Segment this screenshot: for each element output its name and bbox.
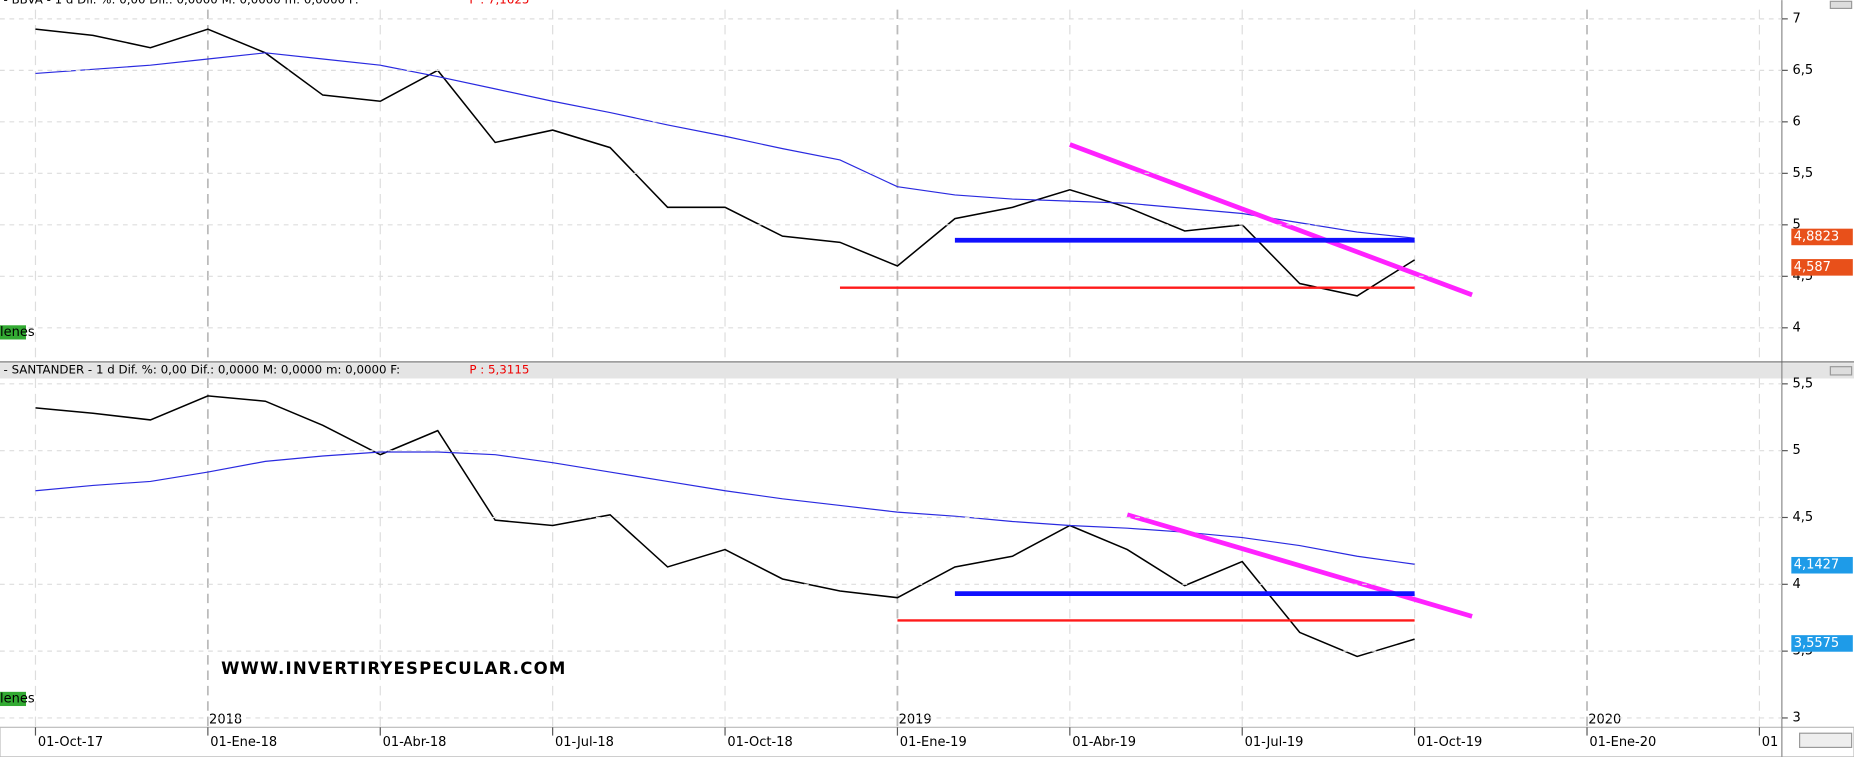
y-tick-label: 5 <box>1793 217 1801 232</box>
y-tick-label: 6,5 <box>1793 63 1814 78</box>
panel-header-bar <box>0 363 1854 379</box>
toolbar[interactable] <box>1799 732 1853 748</box>
y-tick-label: 4,5 <box>1793 510 1814 525</box>
y-tick-label: 5,5 <box>1793 376 1814 391</box>
side-label-box <box>0 691 27 707</box>
x-tick-label: 01-Jul-19 <box>1245 735 1304 750</box>
y-tick-label: 5,5 <box>1793 166 1814 181</box>
price-tag <box>1791 259 1853 276</box>
side-label: lenes <box>0 325 35 340</box>
chart-panel <box>35 395 1473 658</box>
price-tag-label: 3,5575 <box>1794 636 1839 651</box>
watermark: WWW.INVERTIRYESPECULAR.COM <box>221 659 566 678</box>
window-buttons[interactable] <box>1799 0 1853 748</box>
x-tick-label: 01 <box>1762 735 1779 750</box>
price-line <box>35 395 1415 658</box>
x-tick-label: 01-Ene-18 <box>210 735 277 750</box>
trend-line <box>1069 142 1473 298</box>
last-price: P : 7,1625 <box>469 0 529 7</box>
x-tick-label: 01-Oct-17 <box>38 735 103 750</box>
y-tick-label: 3 <box>1793 710 1801 725</box>
side-label-box <box>0 325 27 340</box>
last-price: P : 5,3115 <box>469 363 529 377</box>
x-tick-label: 01-Oct-19 <box>1417 735 1482 750</box>
price-tag-label: 4,1427 <box>1794 558 1839 573</box>
x-tick-label: 01-Ene-19 <box>900 735 967 750</box>
y-tick-label: 4 <box>1793 320 1801 335</box>
price-tag-label: 4,587 <box>1794 260 1831 275</box>
panel-header: - SANTANDER - 1 d Dif. %: 0,00 Dif.: 0,0… <box>4 363 401 377</box>
y-tick-label: 4 <box>1793 577 1801 592</box>
panel-header: - BBVA - 1 d Dif. %: 0,00 Dif.: 0,0000 M… <box>4 0 359 7</box>
window-controls[interactable] <box>1829 0 1853 10</box>
price-tag <box>1791 228 1853 246</box>
price-tag <box>1791 556 1853 574</box>
year-label: 2018 <box>209 713 242 728</box>
window-controls[interactable] <box>1829 366 1853 376</box>
x-tick-label: 01-Oct-18 <box>727 735 792 750</box>
moving-average <box>35 52 1415 239</box>
x-tick-label: 01-Ene-20 <box>1589 735 1656 750</box>
year-label: 2020 <box>1588 713 1621 728</box>
chart-panel <box>35 28 1473 298</box>
year-label: 2019 <box>899 713 932 728</box>
y-tick-label: 7 <box>1793 11 1801 26</box>
y-tick-label: 5 <box>1793 443 1801 458</box>
price-tag-label: 4,8823 <box>1794 229 1839 244</box>
x-tick-label: 01-Jul-18 <box>555 735 614 750</box>
trend-line <box>1126 512 1473 619</box>
x-tick-label: 01-Abr-18 <box>383 735 447 750</box>
y-tick-label: 6 <box>1793 114 1801 129</box>
x-tick-label: 01-Abr-19 <box>1072 735 1136 750</box>
side-label: lenes <box>0 691 35 706</box>
price-tag <box>1791 635 1853 652</box>
